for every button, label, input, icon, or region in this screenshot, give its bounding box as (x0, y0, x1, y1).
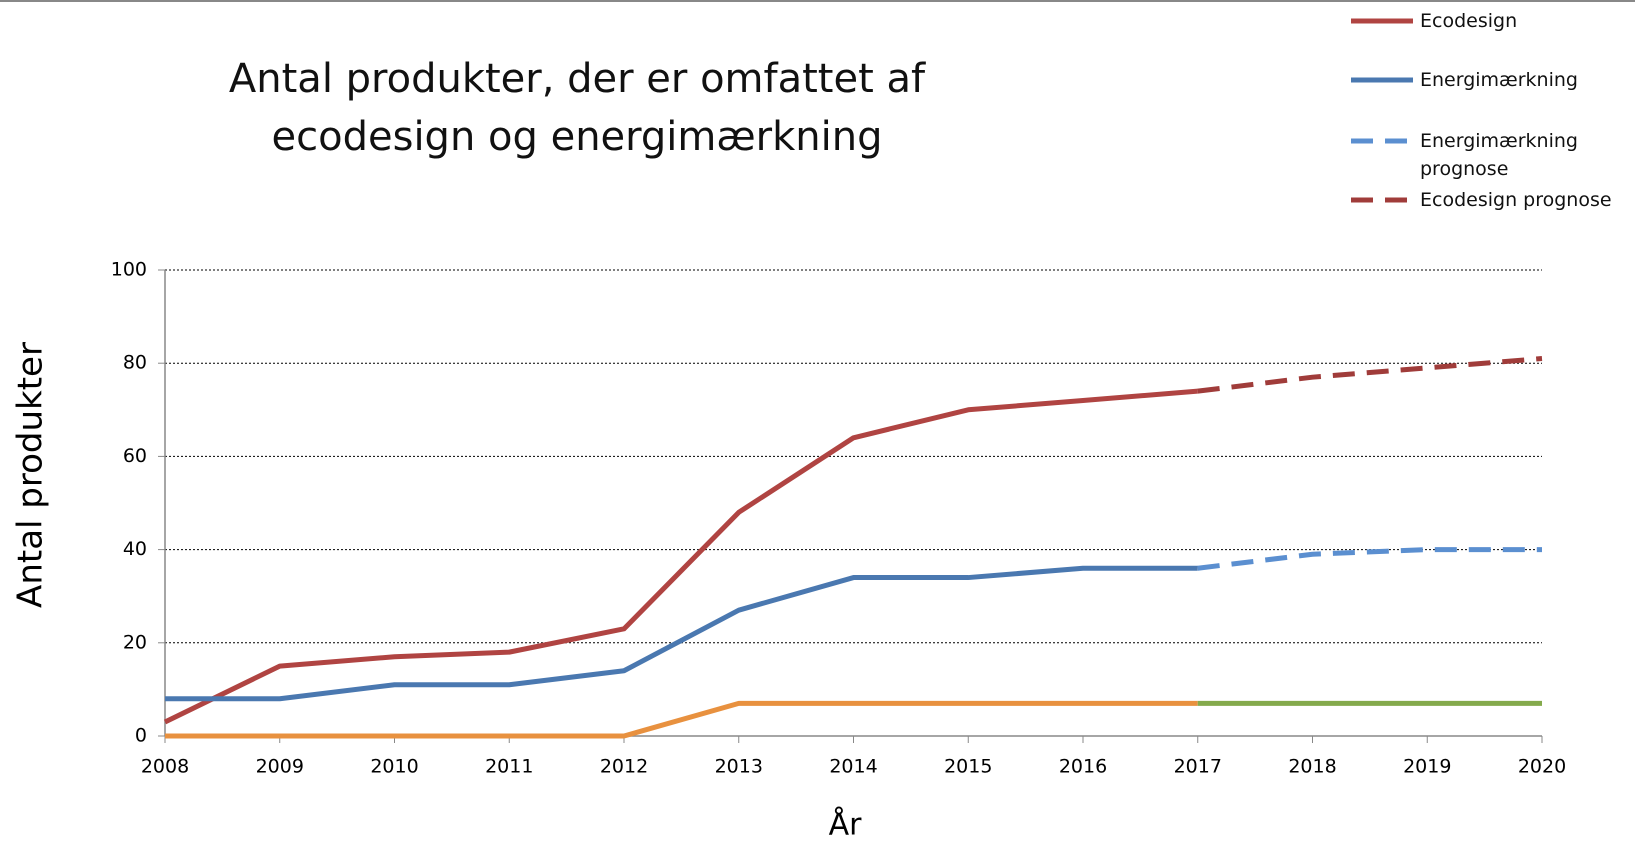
series-line (163, 388, 1198, 725)
x-tick-label: 2012 (600, 756, 648, 778)
series-line (1197, 356, 1543, 394)
series-line (1197, 547, 1542, 571)
y-tick-label: 100 (111, 259, 147, 281)
x-tick-label: 2020 (1518, 756, 1566, 778)
x-tick-label: 2018 (1288, 756, 1336, 778)
y-tick-label: 80 (123, 352, 147, 374)
x-tick-label: 2011 (485, 756, 533, 778)
series-line (165, 700, 1198, 739)
y-tick-label: 60 (123, 445, 147, 467)
y-tick-label: 20 (123, 631, 147, 653)
x-tick-label: 2015 (944, 756, 992, 778)
chart-title: Antal produkter, der er omfattet af ecod… (228, 56, 926, 160)
x-tick-label: 2014 (829, 756, 877, 778)
x-axis-label: År (829, 807, 863, 841)
x-tick-label: 2008 (141, 756, 189, 778)
legend-label: Ecodesign (1420, 10, 1518, 32)
x-tick-label: 2013 (715, 756, 763, 778)
x-tick-label: 2017 (1174, 756, 1222, 778)
x-tick-label: 2016 (1059, 756, 1107, 778)
legend-label: Ecodesign prognose (1420, 189, 1612, 211)
series-line (165, 565, 1198, 702)
legend-label: Energimærkning prognose (1420, 130, 1578, 180)
y-axis-label: Antal produkter (11, 342, 51, 608)
x-tick-label: 2009 (256, 756, 304, 778)
legend-label: Energimærkning (1420, 69, 1578, 91)
y-tick-label: 0 (135, 725, 147, 747)
x-tick-label: 2010 (370, 756, 418, 778)
x-tick-label: 2019 (1403, 756, 1451, 778)
y-tick-label: 40 (123, 538, 147, 560)
